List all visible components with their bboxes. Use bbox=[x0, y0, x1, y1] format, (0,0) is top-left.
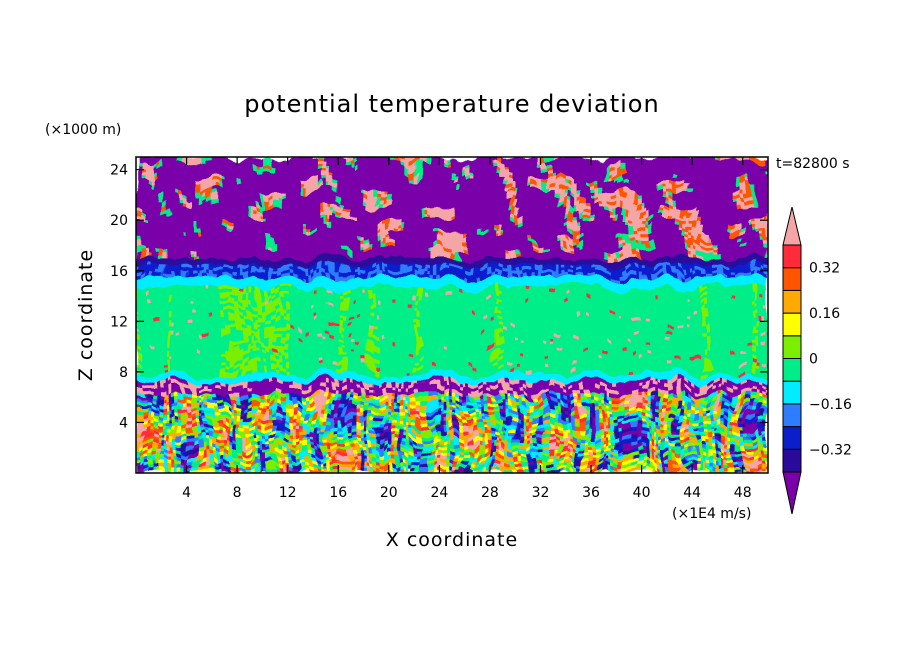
y-axis-unit: (×1000 m) bbox=[45, 122, 121, 138]
chart-figure: potential temperature deviation (×1000 m… bbox=[0, 0, 904, 654]
chart-title: potential temperature deviation bbox=[244, 90, 659, 118]
time-label: t=82800 s bbox=[776, 156, 850, 172]
heatmap-field bbox=[136, 157, 769, 474]
